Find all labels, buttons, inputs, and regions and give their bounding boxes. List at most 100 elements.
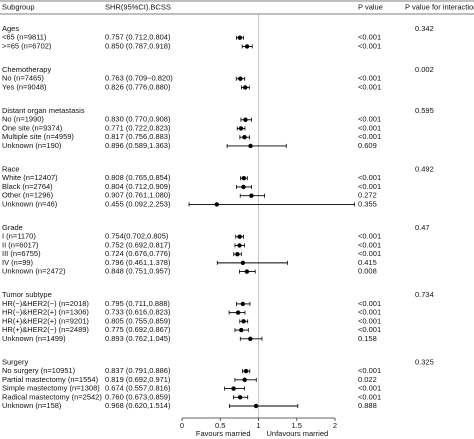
point-estimate	[214, 202, 220, 207]
point-estimate	[238, 76, 243, 81]
row-label: One site (n=9374)	[2, 123, 63, 132]
shr-text: 0.848 (0.751,0.957)	[105, 267, 171, 276]
row-label: No (n=7465)	[2, 74, 44, 83]
shr-text: 0.771 (0.722,0.823)	[105, 123, 171, 132]
column-header: Subgroup	[2, 2, 35, 11]
row-label: Unknown (n=158)	[2, 401, 62, 410]
row-label: HR(+)&HER2(+) (n=9201)	[2, 316, 89, 325]
row-label: Unknown (n=46)	[2, 199, 58, 208]
column-header: SHR(95%CI).BCSS	[105, 2, 171, 11]
point-estimate	[237, 234, 242, 239]
p-value: <0.001	[358, 82, 381, 91]
row-label: HR(−)&HER2(−) (n=2018)	[2, 299, 89, 308]
point-estimate	[243, 368, 249, 374]
x-tick-label: 2	[333, 421, 337, 430]
group-label: Distant organ metastasis	[2, 106, 85, 115]
shr-text: 0.819 (0.692,0.971)	[105, 375, 171, 384]
shr-text: 0.907 (0.761,1.080)	[105, 191, 171, 200]
shr-text: 0.796 (0.461,1.378)	[105, 258, 171, 267]
x-tick-label: 0.5	[215, 421, 225, 430]
point-estimate	[231, 386, 236, 391]
shr-text: 0.893 (0.762,1.045)	[105, 334, 171, 343]
point-estimate	[244, 44, 250, 49]
row-label: III (n=6755)	[2, 249, 41, 258]
point-estimate	[243, 117, 248, 122]
p-interaction: 0.325	[415, 357, 434, 366]
p-value: <0.001	[358, 316, 381, 325]
point-estimate	[253, 403, 259, 409]
p-interaction: 0.734	[415, 290, 434, 299]
row-label: Unknown (n=190)	[2, 141, 62, 150]
point-estimate	[241, 184, 246, 190]
column-header: P value	[358, 2, 383, 11]
row-label: No (n=1990)	[2, 115, 44, 124]
point-estimate	[239, 327, 244, 333]
shr-text: 0.968 (0.620,1.514)	[105, 401, 171, 410]
point-estimate	[241, 176, 247, 181]
p-interaction: 0.002	[415, 65, 434, 74]
p-value: 0.888	[358, 401, 377, 410]
row-label: Multiple site (n=4959)	[2, 132, 74, 141]
row-label: HR(+)&HER2(−) (n=2489)	[2, 325, 89, 334]
p-value: <0.001	[358, 33, 381, 42]
x-label-right: Unfavours married	[267, 429, 329, 438]
point-estimate	[237, 243, 242, 248]
shr-text: 0.455 (0.092,2.253)	[105, 199, 171, 208]
x-tick-label: 1	[256, 421, 260, 430]
point-estimate	[242, 377, 247, 383]
point-estimate	[248, 143, 253, 149]
group-label: Surgery	[2, 357, 29, 366]
p-value: 0.272	[358, 191, 377, 200]
shr-text: 0.752 (0.692,0.817)	[105, 240, 171, 249]
p-value: <0.001	[358, 384, 381, 393]
p-value: <0.001	[358, 132, 381, 141]
shr-text: 0.733 (0.616,0.823)	[105, 308, 171, 317]
row-label: IV (n=99)	[2, 258, 34, 267]
group-label: Chemotherapy	[2, 65, 51, 74]
p-value: 0.609	[358, 141, 377, 150]
group-label: Grade	[2, 223, 23, 232]
group-label: Race	[2, 164, 20, 173]
p-value: <0.001	[358, 173, 381, 182]
row-label: White (n=12407)	[2, 173, 58, 182]
p-value: 0.008	[358, 267, 377, 276]
x-tick-label: 0	[180, 421, 184, 430]
row-label: Black (n=2764)	[2, 182, 53, 191]
p-interaction: 0.492	[415, 164, 434, 173]
point-estimate	[249, 193, 254, 198]
point-estimate	[241, 319, 246, 324]
point-estimate	[237, 395, 243, 400]
p-value: 0.355	[358, 199, 377, 208]
shr-text: 0.817 (0.756,0.883)	[105, 132, 171, 141]
point-estimate	[242, 135, 247, 140]
shr-text: 0.775 (0.692,0.867)	[105, 325, 171, 334]
row-label: No surgery (n=10951)	[2, 366, 76, 375]
point-estimate	[242, 85, 248, 90]
shr-text: 0.850 (0.787,0.918)	[105, 41, 171, 50]
p-value: 0.415	[358, 258, 377, 267]
shr-text: 0.795 (0.711,0.888)	[105, 299, 170, 308]
group-label: Ages	[2, 24, 19, 33]
point-estimate	[244, 269, 250, 274]
p-value: <0.001	[358, 115, 381, 124]
row-label: II (n=6017)	[2, 240, 39, 249]
row-label: Radical mastectomy (n=2542)	[2, 392, 102, 401]
p-value: <0.001	[358, 182, 381, 191]
shr-text: 0.837 (0.791,0.886)	[105, 366, 171, 375]
row-label: Partial mastectomy (n=1554)	[2, 375, 99, 384]
shr-text: 0.805 (0.755,0.859)	[105, 316, 171, 325]
x-tick-label: 1.5	[292, 421, 302, 430]
p-value: <0.001	[358, 325, 381, 334]
p-value: 0.022	[358, 375, 377, 384]
point-estimate	[238, 126, 244, 131]
row-label: HR(−)&HER2(+) (n=1306)	[2, 308, 89, 317]
p-value: <0.001	[358, 366, 381, 375]
shr-text: 0.804 (0.712,0.909)	[105, 182, 171, 191]
row-label: I (n=1170)	[2, 232, 36, 241]
p-value: <0.001	[358, 308, 381, 317]
row-label: Simple mastectomy (n=1308)	[2, 384, 100, 393]
shr-text: 0.674 (0.557,0.816)	[105, 384, 171, 393]
shr-text: 0.896 (0.589,1.363)	[105, 141, 171, 150]
row-label: Yes (n=9048)	[2, 82, 47, 91]
shr-text: 0.763 (0.709−0.820)	[105, 74, 173, 83]
